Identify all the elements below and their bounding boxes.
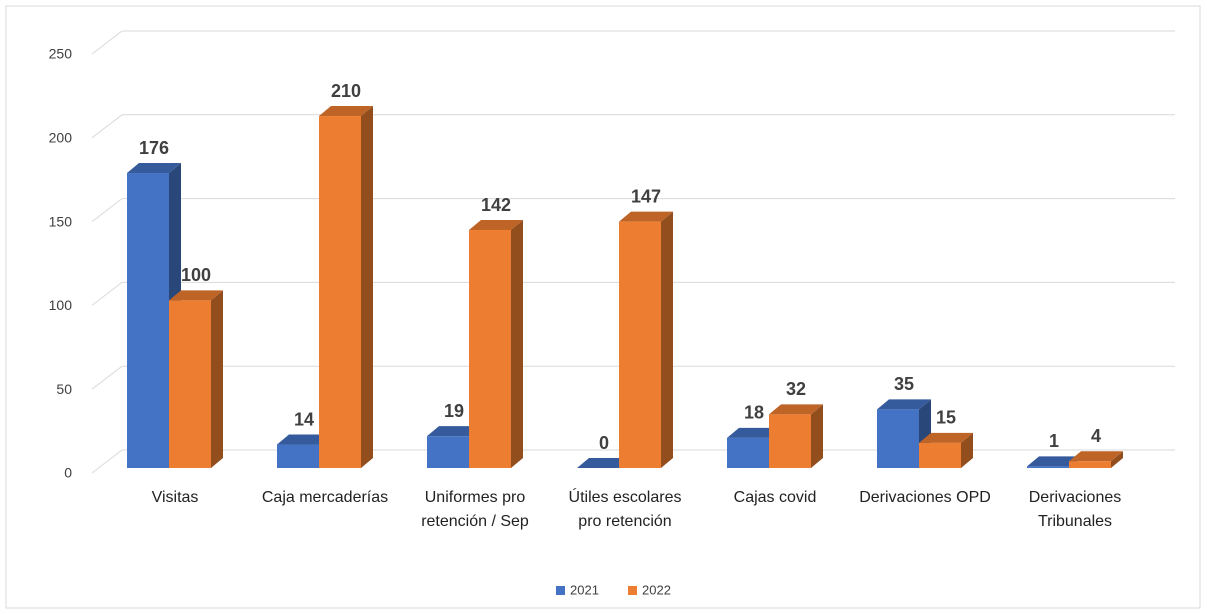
data-label: 15 [936, 408, 956, 428]
bar-top [469, 220, 523, 231]
bar [919, 432, 973, 468]
grid-line [91, 449, 1175, 474]
grid-line [91, 281, 1175, 306]
data-label: 4 [1091, 426, 1101, 446]
data-label: 210 [331, 81, 361, 101]
bar-front [1069, 461, 1111, 468]
bar-front [727, 437, 769, 468]
data-label: 1 [1049, 431, 1059, 451]
legend-swatch [628, 586, 637, 595]
bar-side [661, 211, 673, 469]
bar-top [727, 427, 781, 438]
y-tick-label: 200 [49, 130, 73, 146]
x-tick-label: Derivaciones OPD [859, 489, 991, 506]
bar [319, 106, 373, 468]
data-label: 32 [786, 379, 806, 399]
y-tick-label: 100 [49, 297, 73, 313]
x-tick-label: Cajas covid [733, 489, 817, 506]
x-tick-label: Derivaciones Tribunales [1028, 489, 1122, 530]
bar [619, 211, 673, 469]
bar-top [619, 211, 673, 222]
data-label: 19 [444, 401, 464, 421]
bar [469, 220, 523, 468]
data-label: 35 [894, 374, 914, 394]
bar-side [361, 106, 373, 468]
grid-line [91, 198, 1175, 222]
bar-top [427, 426, 481, 437]
legend-swatch [556, 586, 565, 595]
grid-line [91, 365, 1175, 390]
bar-front [127, 173, 169, 469]
legend-label: 2021 [570, 582, 599, 597]
bar-top [769, 404, 823, 415]
x-tick-label: Útiles escolares pro retención [568, 489, 682, 530]
bar [169, 290, 223, 468]
y-tick-label: 0 [64, 465, 72, 481]
bar-front [469, 230, 511, 468]
bar [1069, 451, 1123, 468]
bar-top [169, 290, 223, 301]
legend-label: 2022 [642, 582, 671, 597]
bar-front [619, 221, 661, 468]
bar-top [319, 106, 373, 117]
bar-side [211, 290, 223, 468]
bar-front [877, 409, 919, 468]
bar-top [1027, 456, 1081, 467]
bar [577, 458, 631, 468]
x-tick-label: Caja mercaderías [261, 489, 389, 506]
bar-front [769, 414, 811, 468]
grid-line [91, 30, 1175, 55]
bar-front [319, 116, 361, 468]
x-tick-label: Visitas [151, 489, 199, 506]
chart-border [5, 5, 1201, 609]
data-label: 14 [294, 409, 314, 429]
bar-side [961, 432, 973, 468]
bar-top [877, 399, 931, 410]
y-tick-label: 50 [56, 381, 72, 397]
bar-side [511, 220, 523, 468]
y-tick-label: 150 [49, 213, 73, 229]
bar-top [919, 432, 973, 443]
bar-front [919, 442, 961, 468]
data-label: 18 [744, 403, 764, 423]
bar-front [169, 300, 211, 468]
bar-front [277, 444, 319, 468]
data-label: 147 [631, 186, 661, 206]
data-label: 142 [481, 195, 511, 215]
bar-front [427, 436, 469, 468]
bar-top [1069, 451, 1123, 462]
bar-side [811, 404, 823, 468]
data-label: 100 [181, 265, 211, 285]
bar-top [277, 434, 331, 445]
y-tick-label: 250 [49, 46, 73, 62]
bar-front [1027, 466, 1069, 468]
x-tick-label: Uniformes pro retención / Sep [421, 489, 529, 530]
grid-line [91, 114, 1175, 139]
bar-top [577, 458, 631, 468]
bar-side [1111, 451, 1123, 468]
data-label: 0 [599, 433, 609, 453]
bar-top [127, 163, 181, 174]
bar [769, 404, 823, 468]
data-label: 176 [139, 138, 169, 158]
